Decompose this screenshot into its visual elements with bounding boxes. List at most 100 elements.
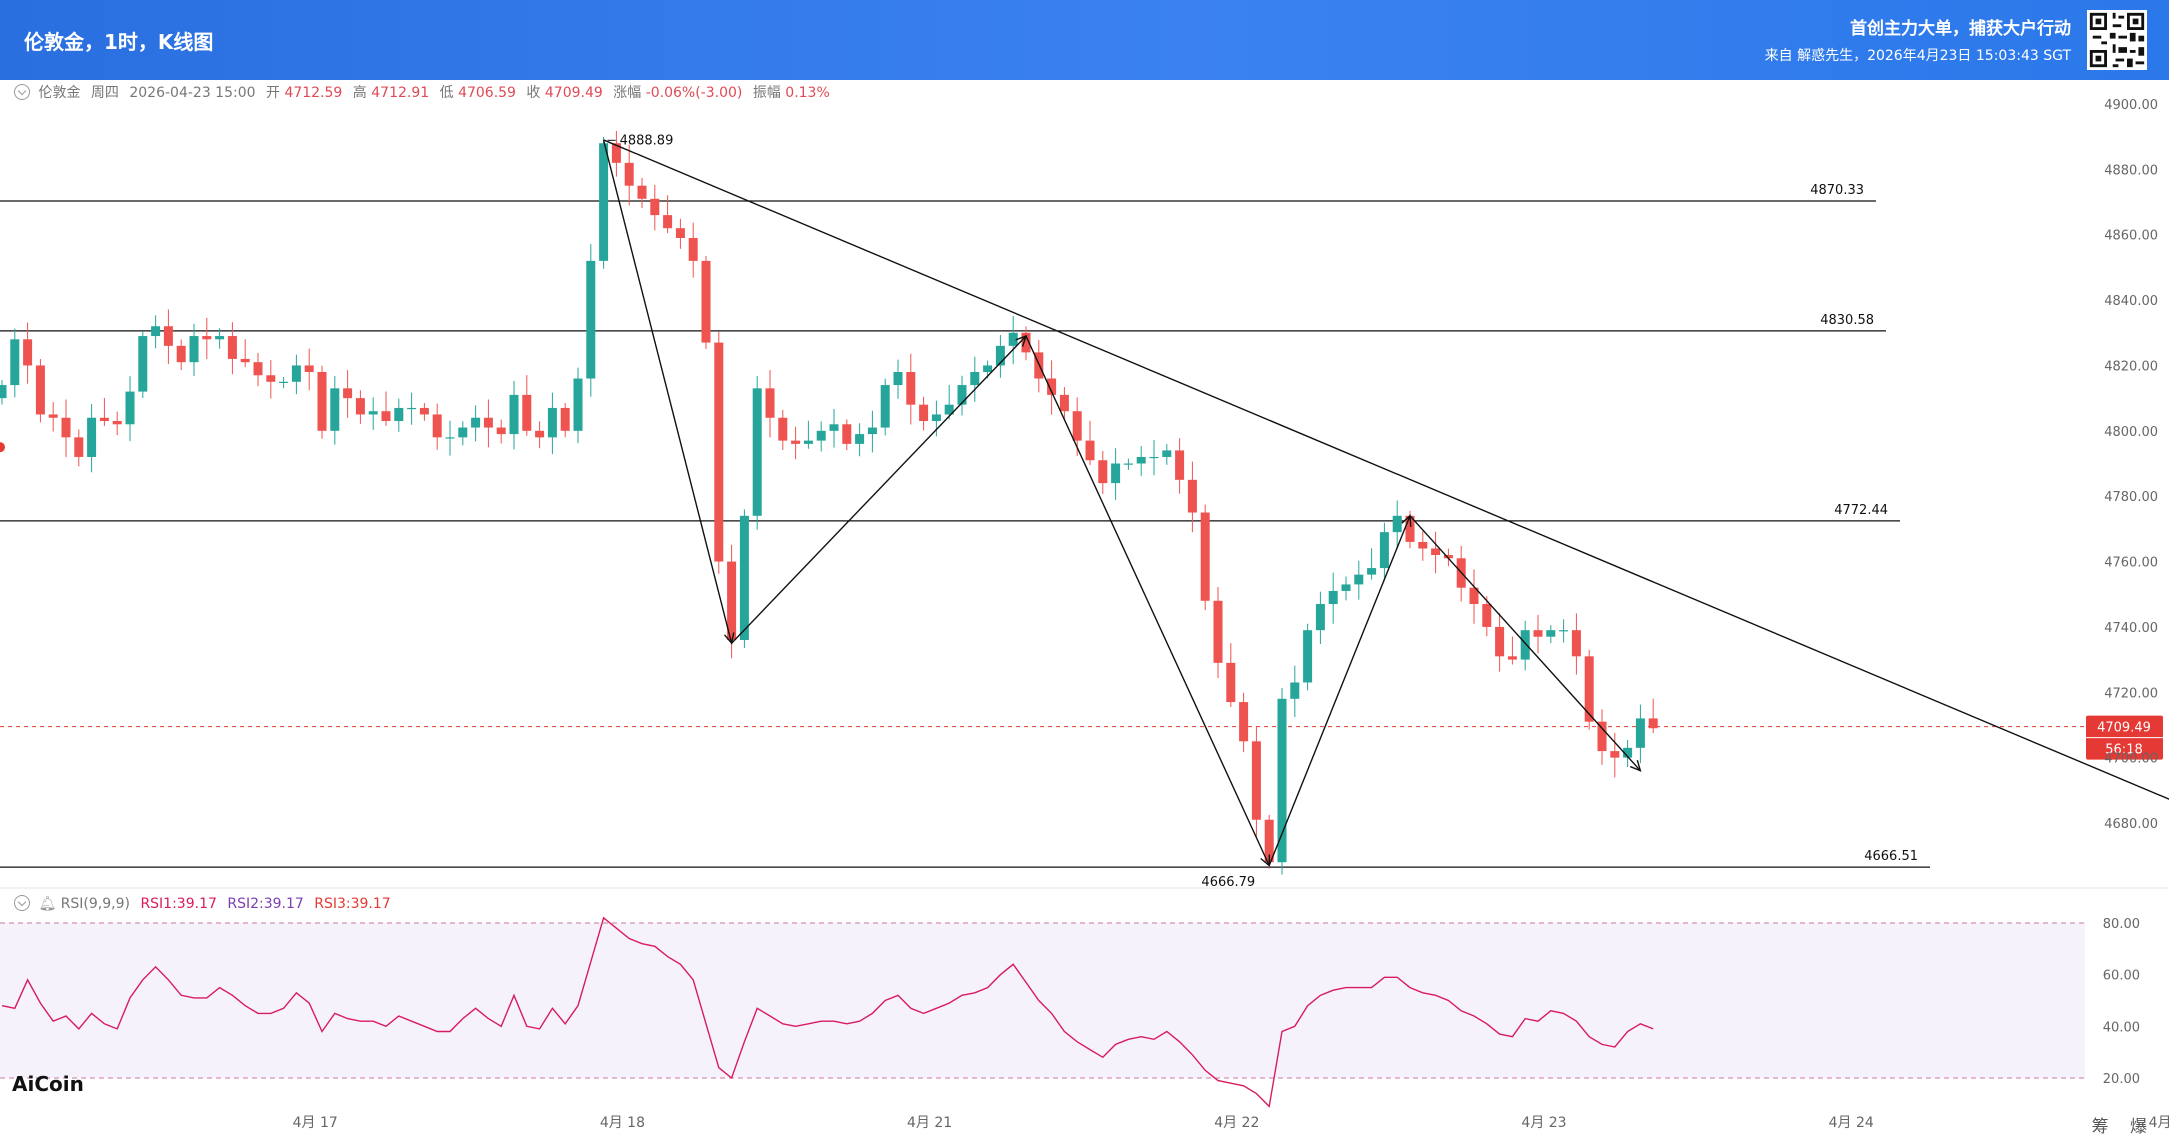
candle-body bbox=[1546, 630, 1556, 637]
candle-body bbox=[624, 162, 634, 186]
high-label: 高 bbox=[352, 85, 367, 101]
candle-body bbox=[151, 326, 161, 337]
candle-body bbox=[1085, 440, 1095, 461]
price-tick-label: 4680.00 bbox=[2104, 817, 2158, 832]
candle-body bbox=[394, 407, 404, 422]
candle-body bbox=[906, 371, 916, 405]
candle-body bbox=[842, 424, 852, 444]
candle-body bbox=[752, 388, 762, 516]
candle-body bbox=[803, 440, 813, 444]
aicoin-logo: AiCoin bbox=[12, 1072, 84, 1096]
candle-body bbox=[1251, 741, 1261, 820]
candle-body bbox=[1226, 662, 1236, 703]
candle-body bbox=[1584, 656, 1594, 722]
candle-body bbox=[765, 388, 775, 418]
candle-body bbox=[791, 440, 801, 444]
alert-dot[interactable] bbox=[0, 442, 5, 453]
symbol-label: 伦敦金 bbox=[38, 85, 81, 101]
header-bar: 伦敦金，1时，K线图 首创主力大单，捕获大户行动 来自 解惑先生，2026年4月… bbox=[0, 0, 2169, 80]
right-toolbar[interactable]: 筹 爆 bbox=[2091, 1117, 2155, 1137]
zigzag-segment[interactable] bbox=[1025, 335, 1270, 866]
candle-body bbox=[240, 358, 250, 363]
candle-body bbox=[1469, 587, 1479, 605]
candle-body bbox=[1008, 332, 1018, 346]
candle-body bbox=[970, 371, 980, 386]
zigzag-arrowhead bbox=[1629, 759, 1642, 772]
candle-body bbox=[1149, 456, 1159, 459]
candle-body bbox=[688, 237, 698, 261]
price-tick-label: 4800.00 bbox=[2104, 425, 2158, 440]
candle-body bbox=[1431, 548, 1441, 556]
candle-body bbox=[1354, 574, 1364, 585]
qr-code-icon bbox=[2087, 10, 2147, 70]
price-tick-label: 4780.00 bbox=[2104, 490, 2158, 505]
candle-body bbox=[483, 417, 493, 428]
rsi1-line bbox=[1, 916, 1654, 1108]
candle-body bbox=[1098, 460, 1108, 484]
candle-body bbox=[1533, 630, 1543, 637]
collapse-chevron-icon[interactable] bbox=[14, 84, 30, 100]
candle-body bbox=[1392, 515, 1402, 533]
candle-body bbox=[1559, 630, 1569, 632]
zigzag-segment[interactable] bbox=[602, 140, 733, 644]
candle-body bbox=[983, 365, 993, 372]
candle-body bbox=[1379, 532, 1389, 569]
candle-body bbox=[509, 394, 519, 435]
zigzag-segment[interactable] bbox=[1268, 515, 1411, 866]
level-label-3: 4666.51 bbox=[1864, 849, 1918, 864]
candle-body bbox=[458, 427, 468, 438]
candle-body bbox=[291, 365, 301, 382]
candle-body bbox=[407, 407, 417, 410]
candle-body bbox=[701, 260, 711, 343]
chart-area[interactable]: 4870.33 4830.58 4772.44 4666.51 4888.89 4666… bbox=[0, 80, 2169, 1140]
rsi-tick-label: 20.00 bbox=[2103, 1072, 2140, 1087]
price-tag-countdown: 56:18 bbox=[2105, 743, 2142, 758]
candle-body bbox=[1482, 604, 1492, 627]
candle-body bbox=[330, 388, 340, 431]
rsi-name: RSI(9,9,9) bbox=[60, 896, 130, 912]
candle-body bbox=[739, 515, 749, 640]
candle-body bbox=[1059, 394, 1069, 412]
candle-body bbox=[1213, 600, 1223, 663]
price-tick-label: 4900.00 bbox=[2104, 98, 2158, 113]
candle-body bbox=[1303, 630, 1313, 683]
candle-body bbox=[317, 371, 327, 431]
candle-body bbox=[573, 378, 583, 431]
high-label: 4888.89 bbox=[620, 133, 674, 148]
drawing-tools: 4888.89 4666.79 bbox=[602, 133, 2169, 946]
candle-body bbox=[1597, 721, 1607, 752]
candle-body bbox=[880, 385, 890, 428]
candle-body bbox=[35, 365, 45, 415]
price-tick-label: 4880.00 bbox=[2104, 163, 2158, 178]
candle-body bbox=[714, 342, 724, 562]
zigzag-segment[interactable] bbox=[1409, 515, 1641, 772]
candle-body bbox=[419, 407, 429, 415]
candle-body bbox=[125, 391, 135, 425]
candle-body bbox=[893, 371, 903, 386]
rsi-panel bbox=[0, 887, 2169, 1079]
candle-body bbox=[1175, 450, 1185, 480]
trend-line[interactable] bbox=[603, 139, 2169, 946]
time-tick-label: 4月 17 bbox=[293, 1115, 338, 1131]
candle-body bbox=[1021, 332, 1031, 353]
candle-body bbox=[266, 375, 276, 382]
open-label: 开 bbox=[265, 85, 280, 101]
candle-body bbox=[944, 404, 954, 415]
header-slogan: 首创主力大单，捕获大户行动 bbox=[1850, 19, 2071, 39]
candle-body bbox=[816, 430, 826, 441]
candle-body bbox=[368, 411, 378, 415]
zigzag-arrowhead bbox=[1401, 514, 1412, 527]
candle-body bbox=[496, 427, 506, 435]
candle-body bbox=[1123, 463, 1133, 465]
price-tick-label: 4860.00 bbox=[2104, 229, 2158, 244]
low-value: 4706.59 bbox=[458, 85, 516, 101]
bell-icon[interactable]: 🔔︎ bbox=[38, 896, 57, 912]
candle-body bbox=[112, 421, 122, 425]
rsi-info-bar: 🔔︎ RSI(9,9,9) RSI1:39.17 RSI2:39.17 RSI3… bbox=[14, 895, 391, 912]
time-tick-label: 4月 25 bbox=[2149, 1115, 2169, 1131]
candle-body bbox=[381, 411, 391, 422]
rsi-collapse-chevron-icon[interactable] bbox=[14, 895, 30, 911]
candle-body bbox=[138, 336, 148, 392]
level-label-0: 4870.33 bbox=[1810, 183, 1864, 198]
zigzag-segment[interactable] bbox=[731, 335, 1027, 644]
